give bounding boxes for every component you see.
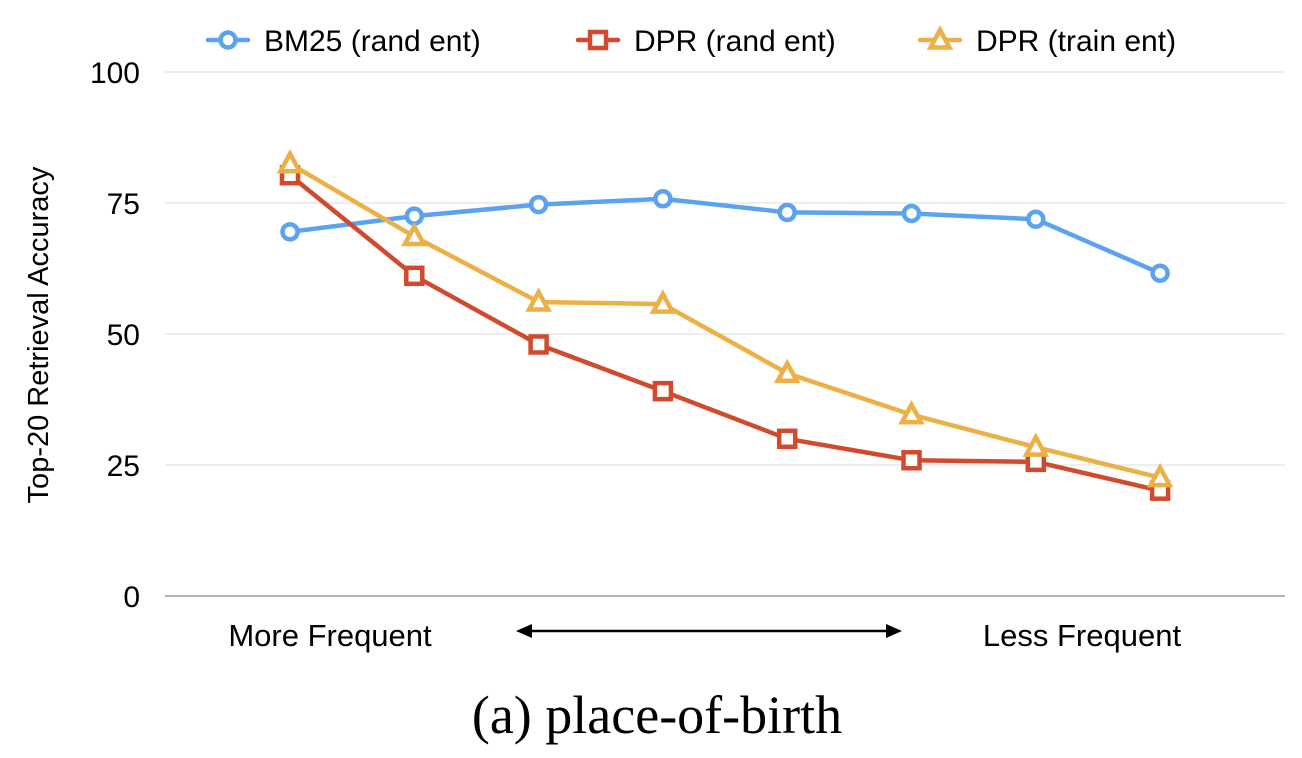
data-point [901,450,922,471]
series-line [287,172,1163,493]
data-point [276,148,304,174]
gridlines [165,71,1285,597]
data-point [280,222,300,242]
legend-marker [926,25,954,50]
legend-entry: DPR (rand ent) [575,25,836,58]
series-layer [276,148,1174,501]
data-point [649,289,677,314]
y-tick-label: 100 [90,57,140,90]
legend-label: DPR (rand ent) [634,25,836,58]
data-point [525,287,552,312]
legend: BM25 (rand ent) DPR (rand ent) DPR (train … [205,25,1176,58]
legend-label: BM25 (rand ent) [264,25,481,58]
data-point [1150,263,1170,283]
y-tick-label: 25 [107,450,140,483]
series-2 [287,161,1163,480]
y-tick-label: 75 [107,188,140,221]
data-point [1022,432,1050,457]
data-point [777,202,797,223]
series-line [287,196,1163,276]
y-axis-ticks: 0 25 50 75 100 [90,57,140,614]
data-point [404,206,425,226]
data-point [401,221,428,247]
data-point [652,380,674,402]
data-point [776,428,798,450]
data-point [1146,462,1174,488]
data-point [898,399,925,425]
legend-entry: BM25 (rand ent) [205,25,481,58]
more-frequent-label: More Frequent [228,618,432,653]
data-point [773,358,801,384]
data-point [1026,209,1046,229]
legend-entry: DPR (train ent) [917,25,1176,58]
legend-label: DPR (train ent) [976,25,1176,58]
series-0 [287,196,1163,276]
y-axis-title: Top-20 Retrieval Accuracy [23,166,55,503]
legend-marker [587,29,609,51]
data-point [528,334,549,355]
chart-caption: (a) place-of-birth [472,685,842,745]
legend-marker [218,30,238,50]
series-line [287,161,1163,480]
frequency-arrow [516,624,902,638]
series-1 [287,172,1163,493]
y-tick-label: 0 [123,581,140,614]
y-tick-label: 50 [107,319,140,352]
data-point [404,265,425,287]
data-point [653,189,673,209]
series-2-points [276,148,1174,488]
data-point [901,203,922,224]
less-frequent-label: Less Frequent [983,618,1182,653]
data-point [528,194,549,215]
series-1-points [279,164,1171,501]
